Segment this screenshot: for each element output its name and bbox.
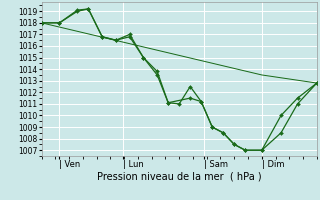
X-axis label: Pression niveau de la mer ( hPa ): Pression niveau de la mer ( hPa ) xyxy=(97,172,261,182)
